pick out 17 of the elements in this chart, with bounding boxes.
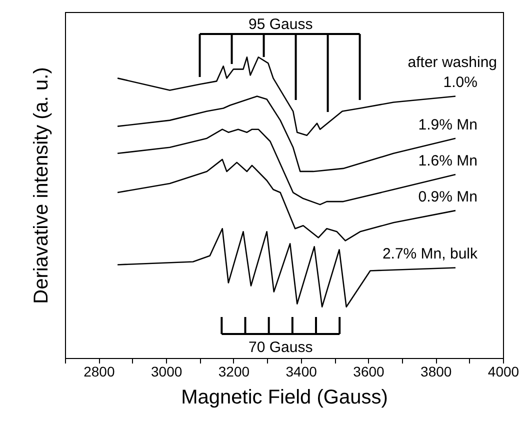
x-tick-label: 3000 [151, 364, 182, 380]
x-tick-label: 4000 [488, 364, 520, 380]
x-tick-label: 3800 [420, 364, 452, 380]
x-tick-label: 3200 [218, 364, 250, 380]
x-tick-label: 2800 [84, 364, 115, 380]
series-label: 1.0% [443, 74, 478, 92]
series-label: 2.7% Mn, bulk [382, 246, 478, 263]
annotation: 70 Gauss [248, 339, 313, 356]
x-tick-label: 3400 [286, 364, 318, 380]
y-axis-title: Deriavative intensity (a. u.) [30, 67, 52, 304]
x-tick-label: 3600 [353, 364, 385, 380]
series-label: 1.9% Mn [418, 116, 478, 134]
text: 95 Gauss [248, 16, 313, 33]
series-label: 1.6% Mn [418, 152, 478, 170]
series-label: 0.9% Mn [418, 188, 478, 206]
annotation: after washing [408, 54, 497, 71]
x-axis-title: Magnetic Field (Gauss) [181, 386, 388, 408]
